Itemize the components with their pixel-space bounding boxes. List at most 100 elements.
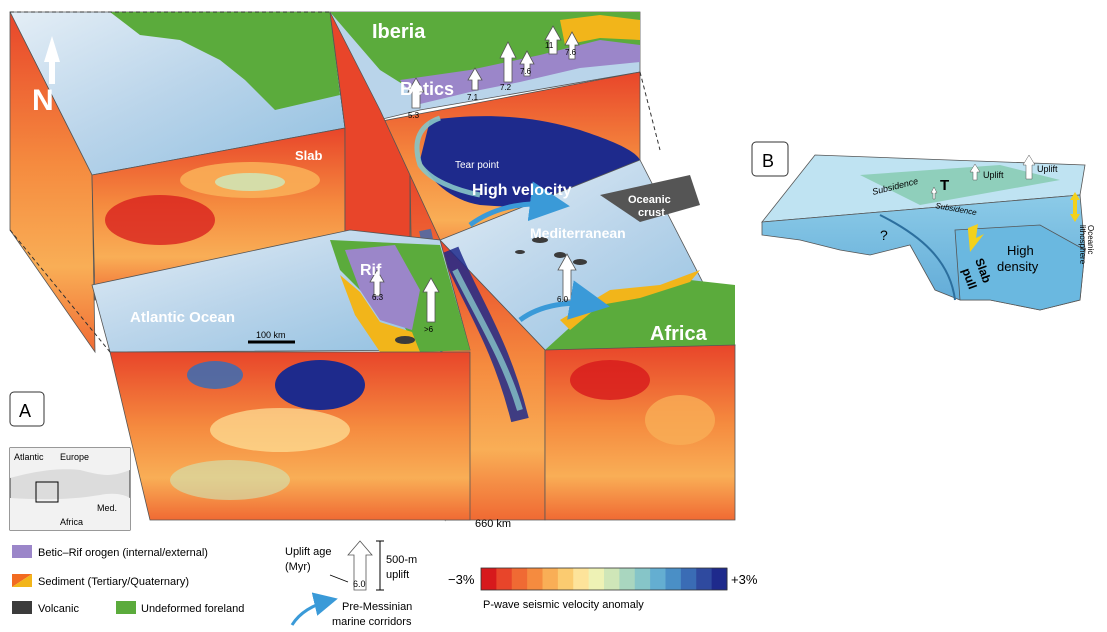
scale-swatch (527, 568, 544, 590)
uplift-arrow-icon (969, 163, 981, 181)
scale-swatch (557, 568, 574, 590)
label-africa: Africa (650, 323, 708, 345)
label-atlantic-ocean: Atlantic Ocean (130, 309, 235, 326)
scale-swatch (511, 568, 528, 590)
uplift-age: >6 (424, 325, 434, 334)
rif-orogen (345, 245, 420, 330)
betic-orogen (400, 40, 640, 104)
legend-orogen: Betic–Rif orogen (internal/external) (38, 547, 208, 559)
uplift-age: 7.2 (500, 83, 512, 92)
sediment-africa (560, 270, 700, 330)
uplift-age: 7.6 (565, 48, 577, 57)
label-betics: Betics (400, 79, 454, 99)
model-diagram: T Subsidence Subsidence Uplift Uplift ? … (761, 154, 1095, 311)
scale-swatch (573, 568, 590, 590)
legend-uplift-age-1: Uplift age (285, 546, 331, 558)
inset-map: Atlantic Europe Africa Med. (9, 447, 131, 531)
uplift-age: 11 (545, 41, 554, 50)
oceanic-crust (600, 175, 700, 222)
label-iberia: Iberia (372, 21, 426, 43)
block-diagram: Iberia Betics Slab Tear point High veloc… (9, 11, 736, 530)
uplift-age: 6.0 (557, 295, 569, 304)
sediment-betics (560, 15, 640, 45)
land-iberia-west (110, 12, 340, 110)
scale-swatch (634, 568, 651, 590)
legend-swatch-volcanic (12, 601, 32, 614)
vertical-arrow-icon (1070, 192, 1080, 222)
uplift-age: 7.1 (467, 93, 479, 102)
legend-scale-title: P-wave seismic velocity anomaly (483, 599, 644, 611)
label-north: N (32, 84, 54, 117)
label-rif: Rif (360, 262, 382, 279)
legend-sediment: Sediment (Tertiary/Quaternary) (38, 576, 189, 588)
label-question: ? (880, 227, 888, 243)
high-density-slab (954, 224, 1086, 311)
label-high-velocity: High velocity (472, 182, 572, 199)
legend-uplift-amount-2: uplift (386, 569, 409, 581)
scale-swatch (542, 568, 559, 590)
label-depth: 660 km (475, 518, 511, 530)
legend-swatch-orogen (12, 545, 32, 558)
scale-swatch (696, 568, 713, 590)
legend-uplift-age-2: (Myr) (285, 561, 311, 573)
label-uplift-1: Uplift (983, 170, 1004, 180)
legend-swatch-foreland (116, 601, 136, 614)
legend-corridors-1: Pre-Messinian (342, 601, 412, 613)
corridor-arrow-betics (468, 181, 570, 228)
scale-swatch (588, 568, 605, 590)
label-slab-pull-2: pull (959, 266, 979, 291)
scale-swatch (496, 568, 513, 590)
legend-uplift-arrow-icon (347, 540, 373, 591)
scale-swatch (711, 568, 728, 590)
label-oceanic-lithosphere-1: Oceanic (1086, 225, 1095, 254)
scale-swatch (619, 568, 636, 590)
volcanic-patches (395, 237, 587, 344)
uplift-age: 5.3 (408, 111, 420, 120)
inset-africa: Africa (60, 517, 83, 527)
label-uplift-2: Uplift (1037, 164, 1058, 174)
land-iberia (330, 12, 640, 95)
uplift-age: 6.3 (372, 293, 384, 302)
label-high-density-2: density (997, 259, 1039, 274)
sediment-rif (340, 275, 420, 352)
legend-corridors-2: marine corridors (332, 616, 412, 628)
inset-med: Med. (97, 503, 117, 513)
label-tear: T (940, 177, 949, 194)
legend-scale-max: +3% (731, 572, 758, 587)
scale-swatch (680, 568, 697, 590)
scale-swatch (604, 568, 620, 590)
legend-scale-min: −3% (448, 572, 475, 587)
uplift-age-labels: 11 7.6 7.2 7.6 7.1 5.3 6.3 >6 6.0 (372, 41, 577, 334)
land-africa (545, 280, 735, 350)
slab-pull-arrow-icon (968, 224, 984, 252)
label-scale-bar: 100 km (256, 330, 286, 340)
svg-text:A: A (19, 401, 31, 421)
label-high-density-1: High (1007, 243, 1034, 258)
legend-foreland: Undeformed foreland (141, 603, 244, 615)
legend-corridor-arrow-icon (290, 592, 338, 626)
label-mediterranean: Mediterranean (530, 225, 626, 241)
scale-swatch (481, 568, 497, 590)
label-slab: Slab (295, 148, 323, 163)
scale-swatch (650, 568, 667, 590)
legend-volcanic: Volcanic (38, 603, 79, 615)
uplift-arrow-icon (1022, 154, 1036, 180)
panel-label-b: B (751, 141, 789, 177)
uplift-arrows (369, 25, 580, 323)
label-oceanic-lithosphere-2: lithosphere (1078, 225, 1087, 265)
uplift-arrow-icon (930, 186, 938, 200)
label-oceanic-crust-1: Oceanic (628, 194, 671, 206)
label-oceanic-crust-2: crust (638, 207, 665, 219)
svg-text:B: B (762, 151, 774, 171)
legend-uplift-amount-1: 500-m (386, 554, 417, 566)
section-northwest (9, 11, 96, 354)
scale-swatch (665, 568, 682, 590)
corridor-arrow-rif (518, 280, 610, 323)
legend-swatch-sediment (12, 574, 32, 587)
inset-atlantic: Atlantic (14, 452, 44, 462)
legend-uplift-age-value: 6.0 (353, 579, 366, 589)
panel-label-a: A (9, 391, 45, 427)
north-arrow-icon (44, 36, 60, 84)
legend-color-scale (481, 568, 728, 590)
